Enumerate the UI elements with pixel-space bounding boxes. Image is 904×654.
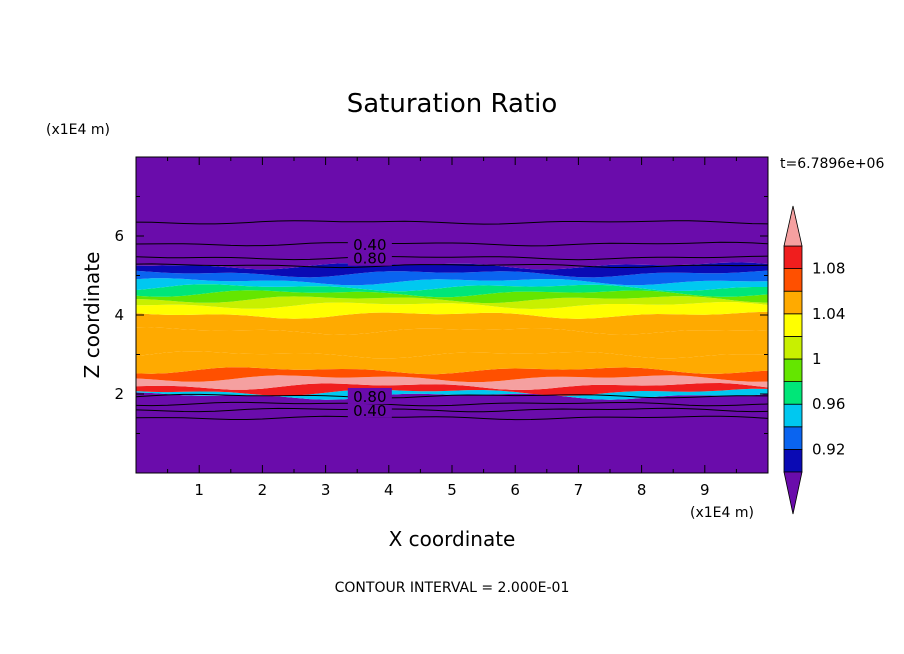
colorbar-swatch [783,268,803,292]
contour-line [135,241,769,247]
colorbar-swatch [783,245,803,270]
colorbar-swatch [783,290,803,315]
colorbar-label: 1.04 [812,305,845,323]
contour-line [135,263,769,269]
field-band [136,262,768,278]
x-tick-label: 5 [447,481,457,499]
colorbar-swatch [783,403,803,428]
x-tick-label: 1 [194,481,204,499]
x-unit-label: (x1E4 m) [690,505,754,521]
contour-line [135,401,769,407]
contour-line [135,220,769,225]
contour-label: 0.40 [353,402,386,420]
colorbar-swatch [783,426,803,450]
x-tick-label: 2 [258,481,268,499]
x-tick-label: 4 [384,481,394,499]
field-band [136,311,768,335]
field-band [136,278,768,292]
colorbar-swatch [783,448,803,473]
contour-label-bg [347,235,392,252]
contour-label-bg [347,401,392,418]
x-tick-label: 9 [700,481,710,499]
field-band [136,296,768,309]
field-band [136,351,768,375]
colorbar-swatch [783,381,803,405]
field-band [136,284,768,298]
field-band [136,375,768,390]
colorbar-label: 0.96 [812,395,845,413]
field-band [136,392,768,473]
y-axis-title: Z coordinate [80,252,104,379]
field-band [136,157,768,270]
x-tick-label: 6 [510,481,520,499]
field-band [136,388,768,400]
colorbar: 0.92 0.96 1 1.04 1.08 [783,205,845,515]
contour-lines: 0.400.800.800.40 [135,220,769,421]
y-tick-label: 6 [114,227,124,245]
field-band [136,383,768,396]
y-tick-label: 2 [114,385,124,403]
contour-label: 0.40 [353,236,386,254]
x-axis: 1 2 3 4 5 6 7 8 9 [167,157,737,499]
colorbar-under-arrow [783,471,803,515]
contour-label: 0.80 [353,388,386,406]
x-tick-label: 8 [637,481,647,499]
colorbar-swatch [783,335,803,360]
contour-field [136,157,768,473]
x-axis-title: X coordinate [389,527,516,551]
colorbar-swatch [783,313,803,337]
colorbar-label: 1.08 [812,260,845,278]
field-band [136,367,768,382]
field-band [136,270,768,286]
field-band [136,327,768,359]
contour-line [135,407,769,413]
contour-line [135,393,769,399]
colorbar-label: 0.92 [812,440,845,458]
colorbar-over-arrow [783,205,803,247]
x-tick-label: 3 [321,481,331,499]
contour-label-bg [347,387,392,404]
y-axis: 2 4 6 [114,196,768,434]
colorbar-label: 1 [812,350,822,368]
chart-title: Saturation Ratio [347,89,558,119]
y-tick-label: 4 [114,306,124,324]
contour-label-bg [347,249,392,266]
contour-interval-footer: CONTOUR INTERVAL = 2.000E-01 [335,580,570,596]
contour-label: 0.80 [353,250,386,268]
x-tick-label: 7 [574,481,584,499]
y-unit-label: (x1E4 m) [46,122,110,138]
field-band [136,290,768,304]
contour-line [135,255,769,261]
time-label: t=6.7896e+06 [780,156,884,172]
colorbar-swatch [783,358,803,383]
field-band [136,302,768,319]
contour-line [135,415,769,421]
